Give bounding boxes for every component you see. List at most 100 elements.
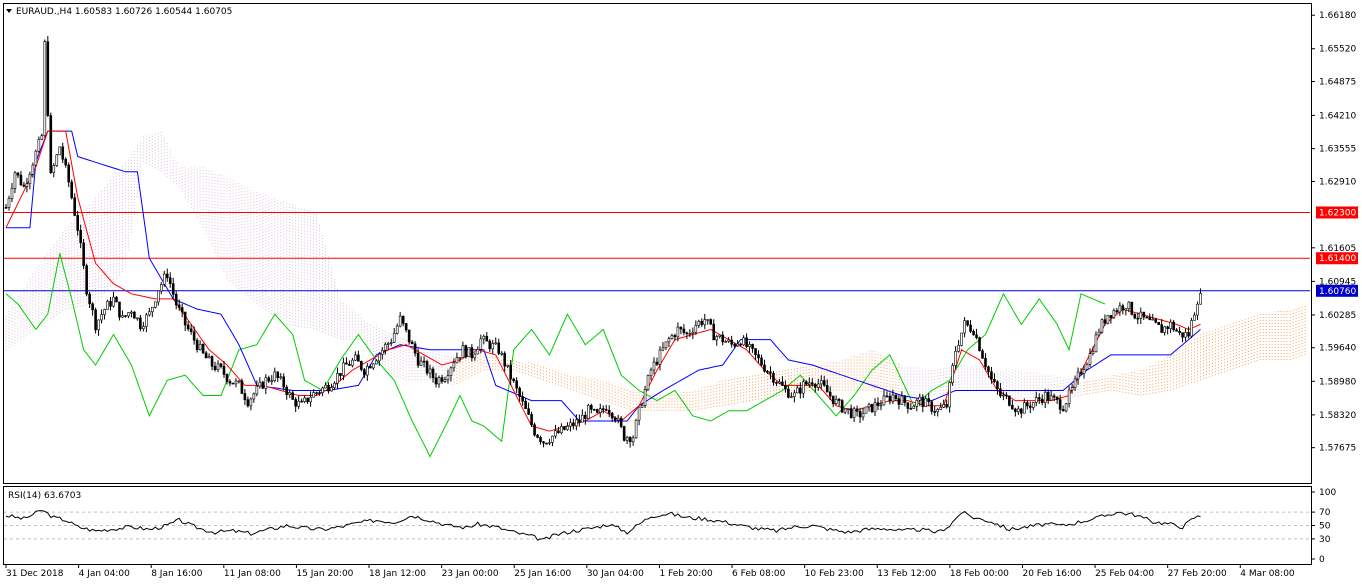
candle-body [885, 395, 889, 398]
candle-body [1136, 317, 1140, 320]
time-tick-label: 27 Feb 20:00 [1168, 569, 1227, 579]
candle-body [1166, 326, 1169, 329]
candle-body [748, 344, 751, 347]
candle-body [1160, 324, 1163, 333]
candle-body [189, 328, 193, 333]
candle-body [488, 340, 492, 350]
candle-body [870, 403, 874, 413]
price-tick-label: 1.57675 [1319, 444, 1356, 454]
candle-body [1088, 353, 1092, 365]
candle-body [216, 363, 220, 371]
candle-body [1100, 319, 1104, 333]
candle-body [960, 332, 963, 346]
rsi-tick-label: 0 [1319, 555, 1325, 565]
candle-body [306, 397, 309, 403]
candle-body [470, 347, 474, 359]
candle-body [861, 413, 865, 418]
time-axis: 31 Dec 2018 4 Jan 04:00 8 Jan 16:00 11 Jan … [5, 565, 1295, 579]
price-tick-label: 1.58320 [1319, 411, 1356, 421]
candle-body [903, 395, 907, 404]
price-level-label: 1.61400 [1319, 254, 1356, 264]
candle-body [622, 426, 626, 441]
candle-body [106, 300, 109, 310]
candle-body [351, 359, 354, 366]
candle-body [1043, 391, 1047, 403]
candle-body [858, 411, 862, 418]
candle-body [584, 414, 587, 420]
candle-body [990, 371, 993, 380]
candle-body [906, 402, 910, 409]
candle-body [876, 402, 880, 406]
candle-body [392, 332, 396, 343]
candle-body [213, 365, 217, 371]
candle-body [831, 395, 835, 404]
candle-body [154, 301, 157, 308]
candle-body [1109, 315, 1113, 318]
candle-body [204, 352, 208, 359]
candle-body [506, 364, 509, 367]
candle-body [398, 315, 402, 327]
main-pane[interactable] [3, 3, 1312, 484]
candle-body [276, 371, 280, 378]
price-tick-label: 1.64210 [1319, 111, 1356, 121]
candle-body [1085, 363, 1089, 370]
candle-body [972, 331, 975, 336]
dropdown-triangle-icon[interactable] [6, 9, 12, 13]
time-tick-label: 25 Feb 04:00 [1095, 569, 1154, 579]
candle-body [249, 398, 253, 407]
candle-body [840, 400, 844, 413]
candle-body [1046, 391, 1050, 401]
candle-body [739, 343, 742, 346]
candle-body [109, 300, 112, 307]
candle-body [201, 343, 205, 354]
candle-body [315, 392, 318, 394]
candle-body [55, 154, 59, 166]
candle-body [1187, 332, 1190, 337]
candle-body [816, 383, 820, 388]
candle-body [383, 344, 387, 351]
candle-body [1067, 389, 1071, 405]
price-levels: 1.62300 1.61400 1.60760 [4, 206, 1358, 297]
candle-body [115, 296, 118, 303]
rsi-tick-label: 30 [1319, 535, 1331, 545]
candle-body [10, 188, 14, 199]
candle-body [174, 294, 178, 306]
candle-body [61, 146, 65, 160]
time-tick-label: 4 Jan 04:00 [79, 569, 131, 579]
candle-body [1112, 310, 1116, 318]
candle-body [736, 343, 739, 347]
candle-body [13, 172, 17, 189]
candle-body [1103, 319, 1107, 324]
candle-body [721, 334, 724, 343]
candle-body [852, 408, 856, 418]
candle-body [787, 388, 790, 398]
candle-body [1020, 408, 1023, 414]
candle-body [581, 414, 584, 423]
candle-body [377, 353, 381, 362]
candle-body [572, 422, 575, 427]
candle-body [491, 343, 495, 350]
candle-body [297, 400, 300, 407]
candle-body [28, 174, 32, 184]
candle-body [595, 409, 599, 413]
candle-body [772, 373, 775, 383]
candle-body [598, 408, 602, 413]
candle-body [628, 437, 632, 443]
candle-body [327, 384, 330, 392]
candle-body [366, 366, 369, 376]
candle-body [1079, 371, 1083, 374]
candle-body [58, 146, 62, 156]
candle-body [592, 408, 596, 411]
candle-body [100, 314, 103, 321]
candle-body [927, 398, 931, 403]
candle-body [996, 381, 999, 390]
time-tick-label: 25 Jan 16:00 [514, 569, 571, 579]
candle-body [401, 315, 405, 324]
candle-body [805, 381, 808, 385]
candle-body [643, 389, 647, 406]
candle-body [918, 396, 922, 401]
candle-body [527, 408, 530, 415]
candle-body [682, 328, 686, 334]
